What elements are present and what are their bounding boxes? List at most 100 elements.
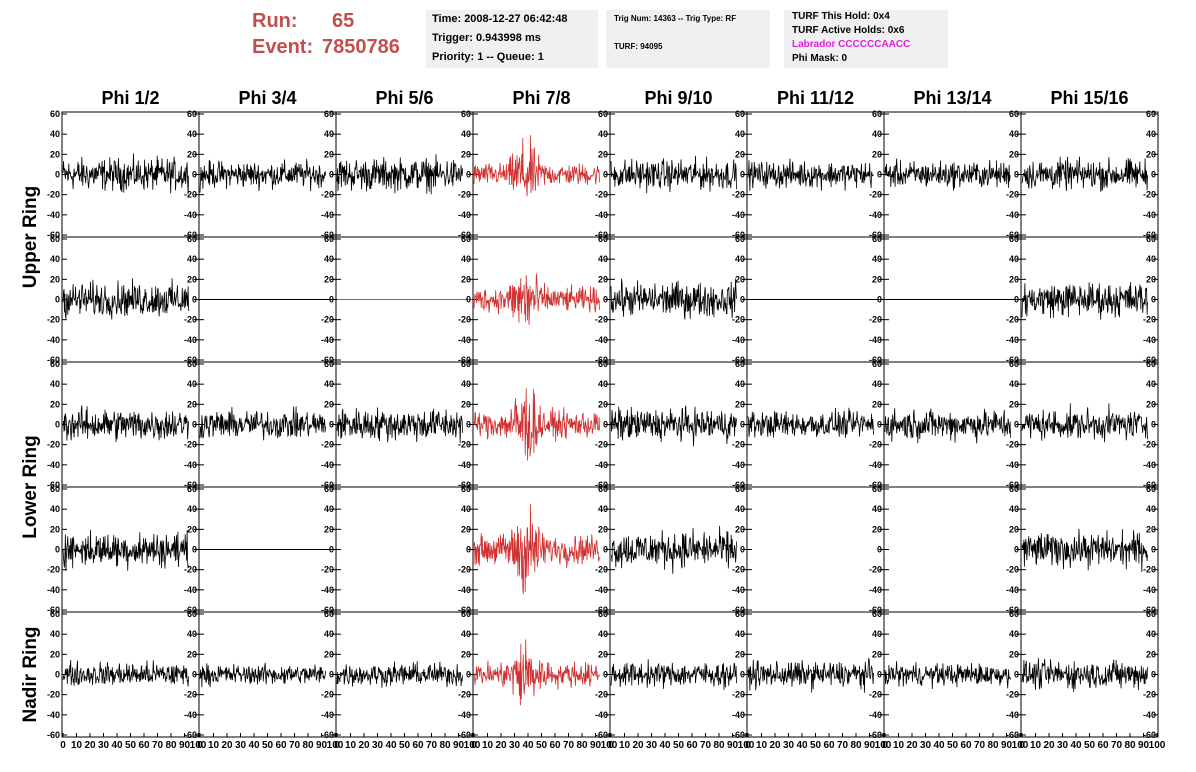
y-tick-label: -40	[732, 210, 745, 220]
y-tick-label: -40	[869, 710, 882, 720]
y-tick-label: -40	[869, 335, 882, 345]
y-tick-label: 0	[466, 170, 471, 180]
y-tick-label: -20	[1006, 690, 1019, 700]
y-tick-label: -60	[321, 355, 334, 365]
y-tick-label: -60	[1143, 230, 1156, 240]
y-tick-label: -20	[595, 190, 608, 200]
y-tick-label: 60	[735, 484, 745, 494]
x-tick-label: 80	[576, 740, 588, 751]
y-tick-label: 40	[324, 629, 334, 639]
x-tick-label: 80	[850, 740, 862, 751]
column-header-8: Phi 15/16	[1050, 88, 1128, 108]
x-tick-label: 50	[125, 740, 137, 751]
y-tick-label: 60	[1009, 234, 1019, 244]
y-tick-label: 20	[735, 649, 745, 659]
y-tick-label: -40	[1143, 460, 1156, 470]
y-tick-label: 40	[735, 504, 745, 514]
x-tick-label: 10	[345, 740, 357, 751]
y-tick-label: -40	[1006, 460, 1019, 470]
y-tick-label: -60	[732, 230, 745, 240]
y-tick-label: 40	[187, 254, 197, 264]
y-tick-label: -20	[869, 315, 882, 325]
waveform-trace	[1021, 156, 1148, 192]
y-tick-label: 40	[735, 254, 745, 264]
y-tick-label: -60	[1143, 355, 1156, 365]
y-tick-label: 0	[55, 295, 60, 305]
y-tick-label: -40	[732, 335, 745, 345]
y-tick-label: -60	[47, 480, 60, 490]
x-tick-label: 40	[248, 740, 260, 751]
y-tick-label: 20	[735, 149, 745, 159]
column-header-2: Phi 3/4	[238, 88, 296, 108]
ring-label-1: Upper Ring	[20, 186, 41, 288]
x-tick-label: 10	[893, 740, 905, 751]
y-tick-label: 20	[735, 524, 745, 534]
y-tick-label: -40	[1143, 335, 1156, 345]
y-tick-label: -40	[47, 335, 60, 345]
y-tick-label: -60	[321, 230, 334, 240]
y-tick-label: -40	[321, 710, 334, 720]
x-tick-label: 70	[974, 740, 986, 751]
y-tick-label: -40	[869, 210, 882, 220]
y-tick-label: -60	[732, 480, 745, 490]
column-header-6: Phi 11/12	[777, 88, 854, 108]
y-tick-label: -60	[458, 480, 471, 490]
x-tick-label: 80	[439, 740, 451, 751]
x-tick-label: 40	[659, 740, 671, 751]
y-tick-label: -20	[732, 315, 745, 325]
y-tick-label: -60	[321, 480, 334, 490]
y-tick-label: 40	[735, 629, 745, 639]
x-tick-label: 40	[522, 740, 534, 751]
y-tick-label: -40	[321, 210, 334, 220]
trigger-text: Trigger: 0.943998 ms	[432, 32, 541, 44]
y-tick-label: -20	[184, 565, 197, 575]
time-text: Time: 2008-12-27 06:42:48	[432, 13, 568, 25]
x-tick-label: 70	[700, 740, 712, 751]
x-tick-label: 100	[1012, 740, 1029, 751]
y-tick-label: -60	[184, 355, 197, 365]
y-tick-label: -60	[1143, 480, 1156, 490]
y-tick-label: -20	[595, 440, 608, 450]
y-tick-label: -40	[47, 460, 60, 470]
y-tick-label: -20	[47, 315, 60, 325]
y-tick-label: 40	[324, 129, 334, 139]
y-tick-label: -20	[732, 565, 745, 575]
y-tick-label: 20	[598, 149, 608, 159]
y-tick-label: -40	[732, 585, 745, 595]
x-tick-label: 40	[1070, 740, 1082, 751]
waveform-trace	[1021, 282, 1148, 320]
y-tick-label: -20	[1006, 190, 1019, 200]
waveform-trace	[473, 388, 600, 461]
y-tick-label: 40	[1146, 254, 1156, 264]
x-tick-label: 60	[686, 740, 698, 751]
x-tick-label: 20	[906, 740, 918, 751]
y-tick-label: -40	[732, 460, 745, 470]
y-tick-label: -40	[1006, 710, 1019, 720]
y-tick-label: -60	[458, 355, 471, 365]
x-tick-label: 20	[84, 740, 96, 751]
y-tick-label: -60	[458, 730, 471, 740]
waveform-trace	[199, 662, 326, 688]
y-tick-label: 0	[877, 420, 882, 430]
y-tick-label: -60	[595, 480, 608, 490]
y-tick-label: 60	[1009, 484, 1019, 494]
y-tick-label: -60	[321, 605, 334, 615]
waveform-trace	[336, 661, 463, 688]
y-tick-label: -60	[869, 730, 882, 740]
y-tick-label: 20	[1146, 274, 1156, 284]
y-tick-label: -60	[458, 605, 471, 615]
waveform-trace	[1021, 403, 1148, 443]
waveform-trace	[336, 154, 463, 195]
y-tick-label: 0	[192, 295, 197, 305]
y-tick-label: 0	[55, 420, 60, 430]
y-tick-label: 0	[55, 170, 60, 180]
y-tick-label: 20	[1146, 399, 1156, 409]
x-tick-label: 60	[138, 740, 150, 751]
y-tick-label: 0	[740, 420, 745, 430]
y-tick-label: 0	[192, 545, 197, 555]
y-tick-label: 40	[187, 504, 197, 514]
x-tick-label: 30	[98, 740, 110, 751]
y-tick-label: 0	[603, 670, 608, 680]
y-tick-label: -20	[732, 690, 745, 700]
column-header-1: Phi 1/2	[101, 88, 159, 108]
